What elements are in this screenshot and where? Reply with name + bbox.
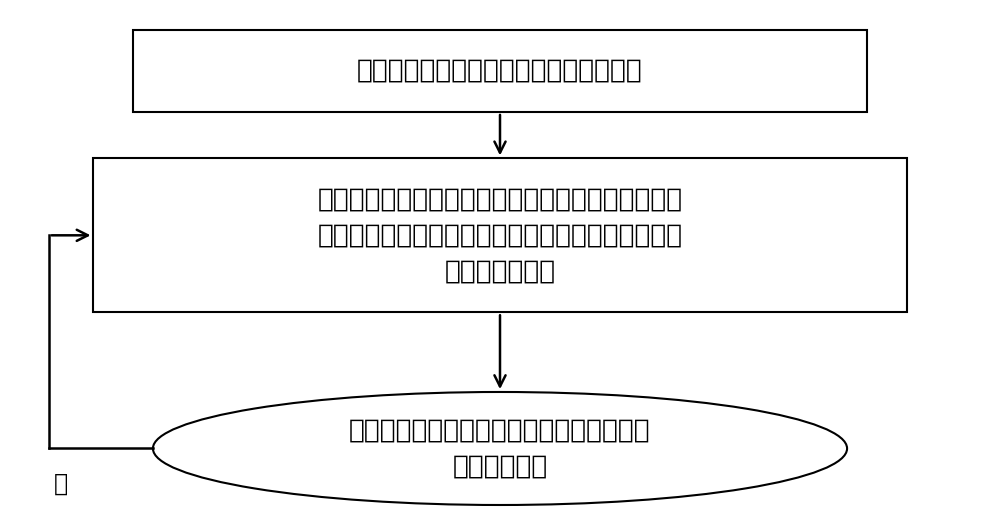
FancyBboxPatch shape [133, 30, 867, 112]
Ellipse shape [153, 392, 847, 505]
Text: 获取设定范围内的若干变电站的位置信息: 获取设定范围内的若干变电站的位置信息 [357, 58, 643, 84]
Text: 否: 否 [54, 471, 68, 495]
FancyBboxPatch shape [93, 158, 907, 312]
Text: 判断所述设定范围内未关联的变电站是否为
为一个或两个: 判断所述设定范围内未关联的变电站是否为 为一个或两个 [349, 418, 651, 480]
Text: 获取所有的任意两个所述变电站之间的距离，确定所
有距离中的最短距离，并将与该最短距离对应的两个
变电站进行关联: 获取所有的任意两个所述变电站之间的距离，确定所 有距离中的最短距离，并将与该最短… [317, 186, 683, 284]
